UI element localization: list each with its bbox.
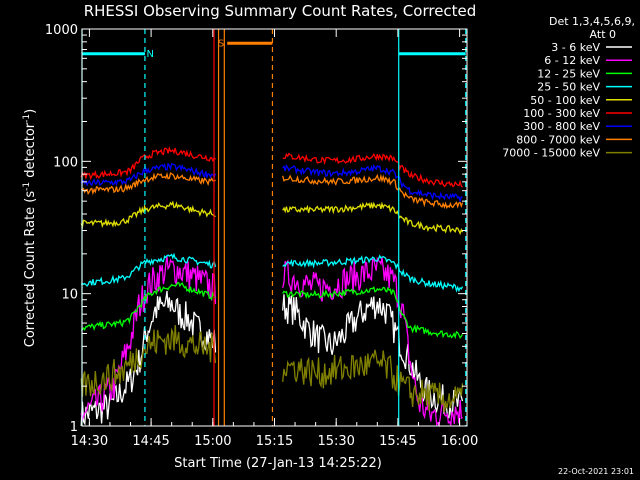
x-tick-label: 15:15 — [256, 434, 293, 449]
series-line-4 — [80, 200, 464, 236]
y-axis-label-sup-2: -1 — [22, 114, 32, 123]
x-tick-label: 14:45 — [132, 434, 169, 449]
series-line-0 — [80, 290, 464, 427]
legend-entry-label: 100 - 300 keV — [523, 107, 600, 120]
y-tick-label: 1000 — [45, 23, 78, 38]
x-tick-label: 15:30 — [317, 434, 354, 449]
series-line-7 — [80, 171, 464, 210]
y-axis-label: Corrected Count Rate (s-1 detector-1) — [22, 109, 38, 347]
y-axis-label-main: Corrected Count Rate (s — [23, 191, 38, 348]
timestamp: 22-Oct-2021 23:01 — [558, 467, 634, 476]
legend-entry-label: 3 - 6 keV — [551, 41, 600, 54]
x-axis-label: Start Time (27-Jan-13 14:25:22) — [174, 456, 382, 471]
series-line-2 — [80, 281, 464, 340]
flag-label-0: N — [147, 49, 154, 60]
series-line-1 — [80, 256, 463, 428]
flag-label-2: S — [218, 38, 224, 49]
series-line-6 — [80, 162, 463, 204]
x-axis-ticks: 14:30 14:45 15:00 15:15 15:30 15:45 16:00 — [71, 29, 478, 449]
y-tick-label: 10 — [61, 288, 78, 303]
y-tick-label: 1 — [70, 420, 78, 435]
legend-entry-label: 12 - 25 keV — [537, 67, 600, 80]
series-line-3 — [80, 252, 464, 293]
y-axis-label-sup-1: -1 — [22, 182, 32, 191]
legend-entry-label: 800 - 7000 keV — [516, 133, 600, 146]
y-axis-label-end: ) — [23, 109, 38, 114]
y-tick-label: 100 — [53, 155, 78, 170]
legend-header-line-2: Att 0 — [590, 28, 616, 41]
chart-title: RHESSI Observing Summary Count Rates, Co… — [84, 2, 477, 20]
x-tick-label: 15:00 — [194, 434, 231, 449]
legend-entry-label: 25 - 50 keV — [537, 81, 600, 94]
legend-entry-label: 6 - 12 keV — [544, 54, 600, 67]
y-axis-label-mid: detector — [23, 122, 38, 182]
legend-header-line-1: Det 1,3,4,5,6,9, — [549, 15, 635, 28]
legend-entry-label: 300 - 800 keV — [523, 120, 600, 133]
x-tick-label: 16:00 — [441, 434, 478, 449]
x-tick-label: 14:30 — [71, 434, 108, 449]
legend-entry-label: 50 - 100 keV — [530, 94, 600, 107]
y-axis-ticks: 1 10 100 1000 — [45, 23, 467, 435]
series-line-5 — [80, 145, 463, 188]
legend-entry-label: 7000 - 15000 keV — [502, 147, 600, 160]
x-tick-label: 15:45 — [379, 434, 416, 449]
plot-area: NS — [80, 29, 467, 428]
series-line-8 — [80, 324, 464, 413]
